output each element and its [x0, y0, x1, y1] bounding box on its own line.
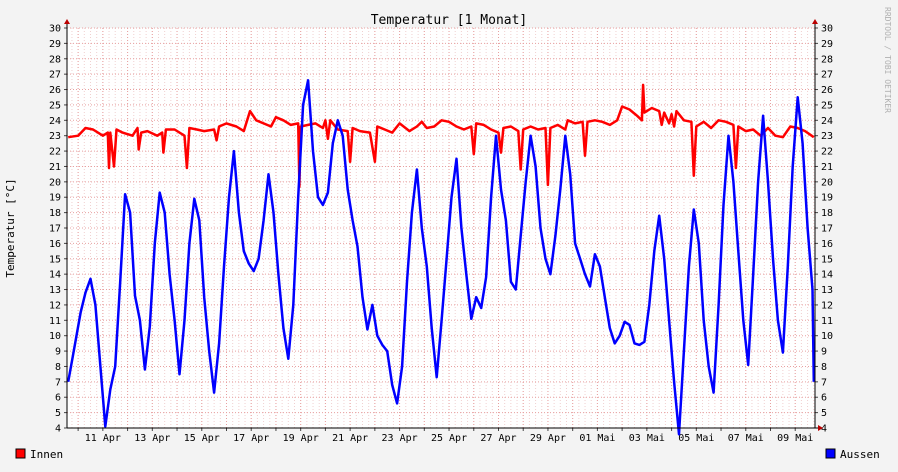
y-tick-label-left: 27 [49, 70, 61, 81]
y-tick-label-right: 14 [821, 270, 833, 281]
y-tick-label-left: 19 [49, 193, 61, 204]
x-tick-label: 05 Mai [678, 433, 714, 444]
y-tick-label-right: 22 [821, 147, 833, 158]
y-tick-label-left: 18 [49, 208, 61, 219]
x-tick-label: 03 Mai [629, 433, 665, 444]
x-tick-label: 17 Apr [233, 433, 269, 444]
y-tick-label-right: 7 [821, 377, 827, 388]
y-tick-label-right: 30 [821, 24, 833, 35]
x-tick-label: 21 Apr [332, 433, 368, 444]
y-tick-label-left: 23 [49, 131, 61, 142]
y-tick-label-left: 28 [49, 54, 61, 65]
y-tick-label-left: 8 [55, 362, 61, 373]
legend-label-aussen: Aussen [840, 448, 880, 461]
y-tick-label-left: 11 [49, 316, 61, 327]
chart-title: Temperatur [1 Monat] [371, 13, 528, 28]
y-tick-label-right: 28 [821, 54, 833, 65]
y-tick-label-right: 5 [821, 408, 827, 419]
y-axis-right-arrow [812, 19, 818, 24]
x-tick-label: 07 Mai [728, 433, 764, 444]
y-tick-label-right: 18 [821, 208, 833, 219]
x-tick-label: 11 Apr [85, 433, 121, 444]
plot-area: 4 4 5 5 6 6 7 7 8 8 9 9 10 10 11 11 12 12 13 13 14 14 15 15 16 16… [49, 19, 833, 444]
series-line-innen [68, 83, 815, 188]
legend-label-innen: Innen [30, 448, 63, 461]
y-tick-label-left: 12 [49, 300, 61, 311]
legend-swatch-innen [15, 448, 26, 459]
y-tick-label-left: 21 [49, 162, 61, 173]
y-tick-label-left: 4 [55, 424, 61, 435]
x-axis-arrow [818, 425, 823, 431]
x-tick-label: 29 Apr [530, 433, 566, 444]
legend: Innen Aussen [15, 448, 880, 461]
y-tick-label-left: 16 [49, 239, 61, 250]
y-tick-label-right: 17 [821, 224, 833, 235]
y-tick-label-left: 9 [55, 347, 61, 358]
y-tick-label-left: 15 [49, 254, 61, 265]
y-tick-label-left: 13 [49, 285, 61, 296]
y-tick-label-left: 20 [49, 177, 61, 188]
y-tick-label-right: 4 [821, 424, 827, 435]
y-tick-label-right: 26 [821, 85, 833, 96]
y-axis-left-arrow [64, 19, 70, 24]
y-tick-label-left: 17 [49, 224, 61, 235]
series-line-aussen [66, 79, 816, 436]
y-tick-label-right: 16 [821, 239, 833, 250]
y-tick-label-right: 27 [821, 70, 833, 81]
y-tick-label-left: 14 [49, 270, 61, 281]
y-tick-label-left: 26 [49, 85, 61, 96]
y-tick-label-right: 11 [821, 316, 833, 327]
y-tick-label-right: 29 [821, 39, 833, 50]
y-tick-label-left: 6 [55, 393, 61, 404]
x-tick-label: 09 Mai [777, 433, 813, 444]
y-tick-label-right: 9 [821, 347, 827, 358]
rrdtool-credit: RRDTOOL / TOBI OETIKER [883, 7, 892, 113]
y-tick-label-left: 10 [49, 331, 61, 342]
y-tick-label-right: 19 [821, 193, 833, 204]
y-tick-label-left: 24 [49, 116, 61, 127]
x-tick-label: 15 Apr [184, 433, 220, 444]
y-tick-label-left: 30 [49, 24, 61, 35]
y-tick-label-right: 23 [821, 131, 833, 142]
x-tick-label: 27 Apr [480, 433, 516, 444]
x-tick-label: 13 Apr [134, 433, 170, 444]
y-tick-label-left: 5 [55, 408, 61, 419]
x-tick-label: 01 Mai [579, 433, 615, 444]
y-tick-label-right: 25 [821, 100, 833, 111]
x-tick-label: 19 Apr [283, 433, 319, 444]
y-tick-label-left: 29 [49, 39, 61, 50]
x-tick-label: 23 Apr [382, 433, 418, 444]
y-tick-label-right: 10 [821, 331, 833, 342]
y-tick-label-right: 21 [821, 162, 833, 173]
y-tick-label-right: 8 [821, 362, 827, 373]
y-tick-label-left: 22 [49, 147, 61, 158]
y-tick-label-right: 24 [821, 116, 833, 127]
x-tick-label: 25 Apr [431, 433, 467, 444]
legend-swatch-aussen [825, 448, 836, 459]
y-tick-label-left: 7 [55, 377, 61, 388]
y-tick-label-right: 13 [821, 285, 833, 296]
y-tick-label-right: 12 [821, 300, 833, 311]
y-tick-label-right: 20 [821, 177, 833, 188]
y-tick-label-right: 6 [821, 393, 827, 404]
y-axis-label: Temperatur [°C] [4, 178, 17, 277]
y-tick-label-right: 15 [821, 254, 833, 265]
y-tick-label-left: 25 [49, 100, 61, 111]
